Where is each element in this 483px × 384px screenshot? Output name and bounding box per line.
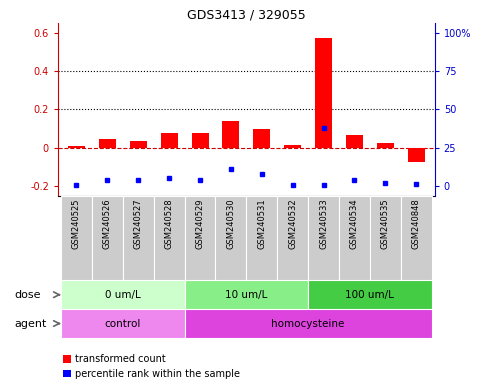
Bar [185, 309, 432, 338]
Bar [130, 141, 147, 148]
Legend: transformed count, percentile rank within the sample: transformed count, percentile rank withi… [63, 354, 241, 379]
Text: GSM240533: GSM240533 [319, 199, 328, 249]
Bar [185, 196, 215, 280]
Bar [277, 196, 308, 280]
Text: GSM240531: GSM240531 [257, 199, 266, 249]
Bar [284, 145, 301, 148]
Text: dose: dose [14, 290, 41, 300]
Bar [92, 196, 123, 280]
Text: GSM240528: GSM240528 [165, 199, 173, 249]
Text: GSM240532: GSM240532 [288, 199, 297, 249]
Bar [68, 146, 85, 148]
Bar [253, 129, 270, 148]
Text: GSM240527: GSM240527 [134, 199, 143, 249]
Bar [61, 196, 92, 280]
Text: 0 um/L: 0 um/L [105, 290, 141, 300]
Text: 10 um/L: 10 um/L [225, 290, 268, 300]
Bar [99, 139, 116, 148]
Text: control: control [105, 318, 141, 329]
Text: agent: agent [14, 318, 47, 329]
Bar [339, 196, 370, 280]
Bar [123, 196, 154, 280]
Bar [370, 196, 401, 280]
Bar [346, 135, 363, 148]
Text: GSM240530: GSM240530 [227, 199, 235, 249]
Bar [315, 38, 332, 148]
Bar [61, 309, 185, 338]
Bar [377, 143, 394, 148]
Text: GSM240526: GSM240526 [103, 199, 112, 249]
Bar [222, 121, 240, 148]
Bar [161, 133, 178, 148]
Text: GSM240529: GSM240529 [196, 199, 204, 249]
Bar [215, 196, 246, 280]
Text: GSM240848: GSM240848 [412, 199, 421, 249]
Bar [246, 196, 277, 280]
Bar [308, 196, 339, 280]
Bar [154, 196, 185, 280]
Text: GSM240525: GSM240525 [72, 199, 81, 249]
Text: homocysteine: homocysteine [271, 318, 345, 329]
Bar [192, 133, 209, 148]
Bar [408, 148, 425, 162]
Bar [401, 196, 432, 280]
Text: GSM240535: GSM240535 [381, 199, 390, 249]
Bar [61, 280, 185, 309]
Bar [185, 280, 308, 309]
Text: 100 um/L: 100 um/L [345, 290, 394, 300]
Bar [308, 280, 432, 309]
Text: GSM240534: GSM240534 [350, 199, 359, 249]
Title: GDS3413 / 329055: GDS3413 / 329055 [187, 9, 306, 22]
